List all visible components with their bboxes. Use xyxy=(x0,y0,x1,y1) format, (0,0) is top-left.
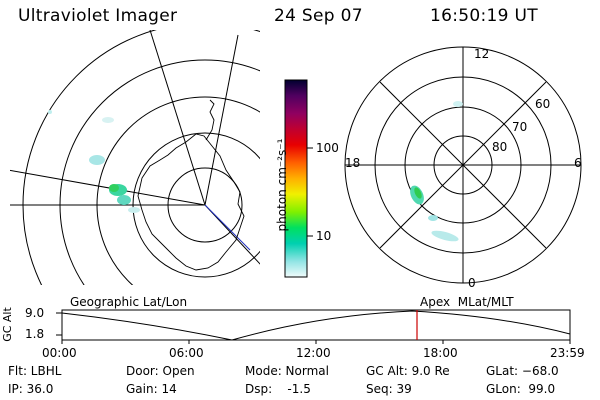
geographic-map xyxy=(10,30,260,285)
mlat-label-70: 70 xyxy=(512,120,528,134)
apex-polar-dial xyxy=(344,46,582,284)
apex-coords-label: Apex MLat/MLT xyxy=(420,295,514,309)
colorbar xyxy=(284,79,313,278)
aurora-emission-apex xyxy=(410,101,463,242)
altplot-xtick-2359: 23:59 xyxy=(550,346,585,360)
gain-info: Gain: 14 xyxy=(126,382,177,396)
altplot-ytick-9: 9.0 xyxy=(25,306,45,320)
mode-info: Mode: Normal xyxy=(245,364,329,378)
colorbar-tick-10: 10 xyxy=(316,229,332,243)
altplot-xtick-1200: 12:00 xyxy=(296,346,331,360)
mlat-label-80: 80 xyxy=(492,140,508,154)
ip-info: IP: 36.0 xyxy=(8,382,54,396)
dsp-info: Dsp: -1.5 xyxy=(245,382,311,396)
altitude-plot xyxy=(56,309,571,344)
mlat-label-60: 60 xyxy=(535,97,551,111)
altplot-xtick-0000: 00:00 xyxy=(42,346,77,360)
colorbar-tick-100: 100 xyxy=(316,141,339,155)
glon-info: GLon: 99.0 xyxy=(486,382,556,396)
time-label: 16:50:19 UT xyxy=(430,6,538,26)
mlt-label-0: 0 xyxy=(468,276,476,290)
altplot-xtick-1800: 18:00 xyxy=(423,346,458,360)
altplot-xtick-0600: 06:00 xyxy=(169,346,204,360)
seq-info: Seq: 39 xyxy=(366,382,412,396)
geographic-coords-label: Geographic Lat/Lon xyxy=(70,295,188,309)
mlt-label-6: 6 xyxy=(574,156,582,170)
mlt-label-12: 12 xyxy=(474,47,490,61)
gc-alt-info: GC Alt: 9.0 Re xyxy=(366,364,450,378)
glat-info: GLat: −68.0 xyxy=(486,364,559,378)
door-info: Door: Open xyxy=(126,364,195,378)
altplot-ylabel: GC Alt xyxy=(0,307,14,342)
aurora-emission xyxy=(48,110,140,213)
mlt-label-18: 18 xyxy=(345,156,361,170)
instrument-title: Ultraviolet Imager xyxy=(18,6,178,26)
date-label: 24 Sep 07 xyxy=(274,6,363,26)
altplot-ytick-1.8: 1.8 xyxy=(25,327,45,341)
colorbar-unit-label: photon cm⁻²s⁻¹ xyxy=(275,138,289,232)
filter-info: Flt: LBHL xyxy=(8,364,62,378)
